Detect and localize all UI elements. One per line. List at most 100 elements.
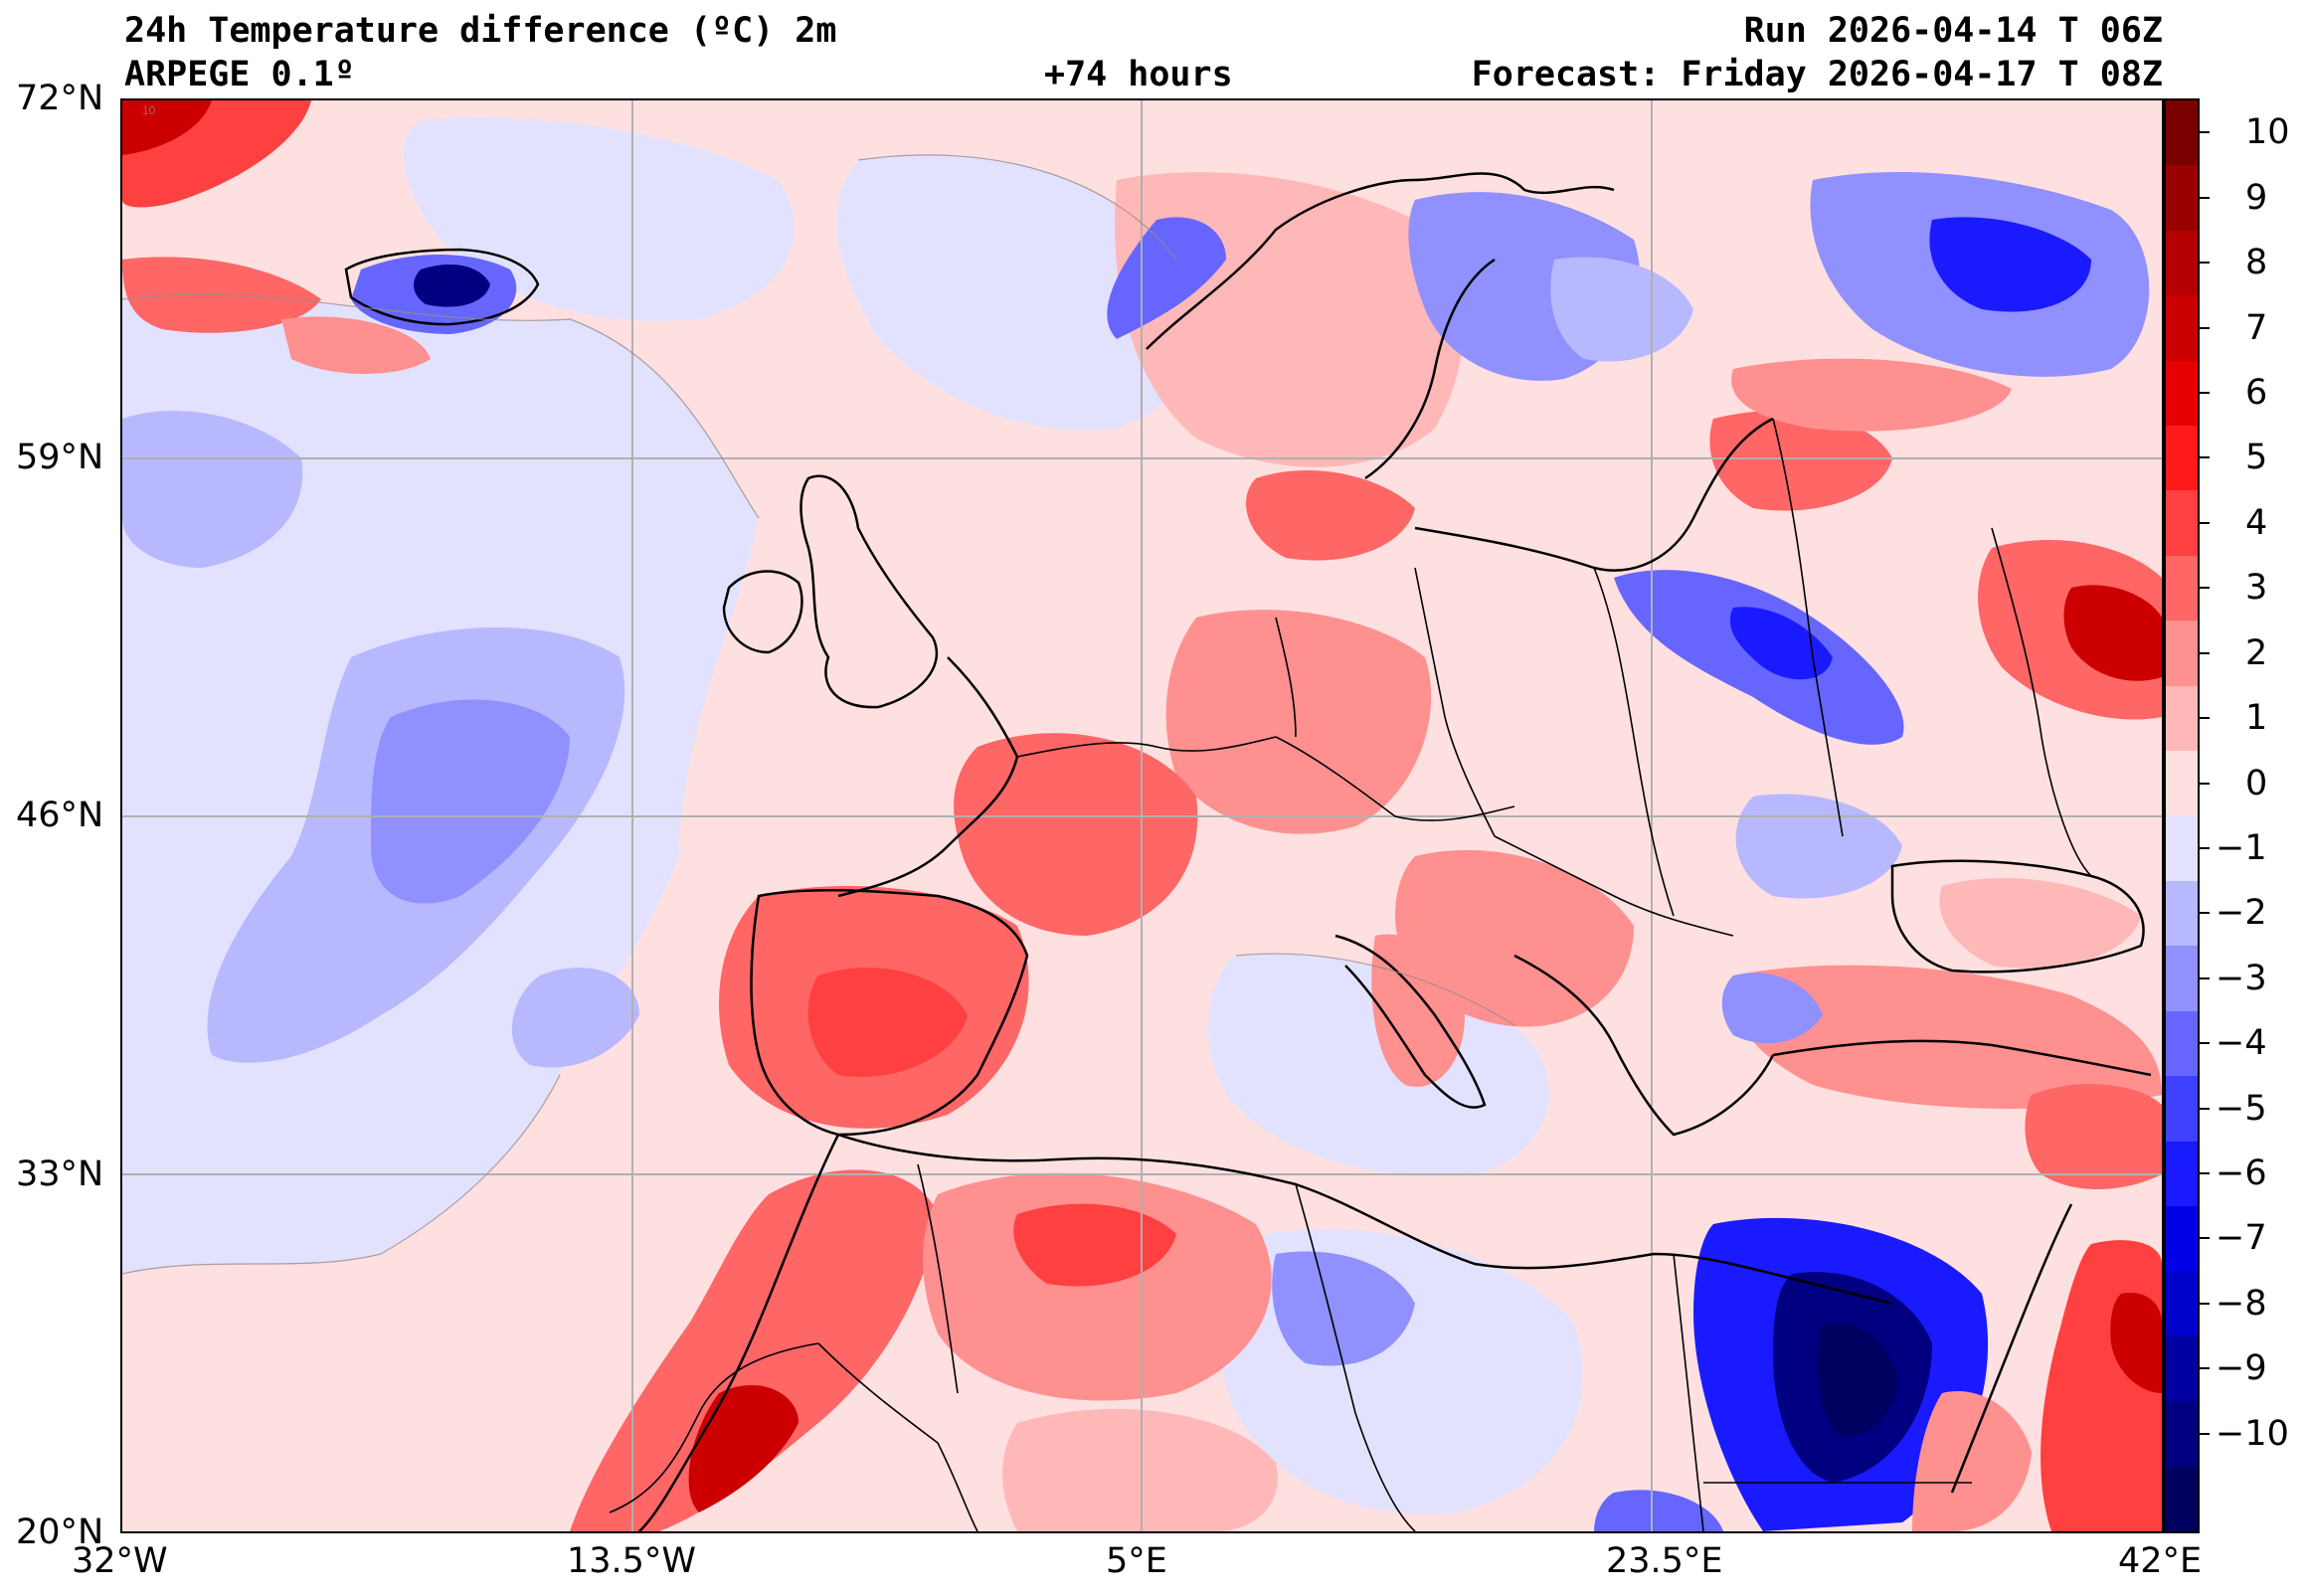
colorbar-label: −3: [2216, 958, 2267, 998]
colorbar-tick: [2200, 196, 2210, 199]
sahara-warm: [1002, 1408, 1278, 1531]
run-label: Run 2026-04-14 T 06Z: [1743, 11, 2163, 51]
colorbar-label: 1: [2245, 698, 2268, 739]
turkey-warm: [1731, 965, 2162, 1109]
colorbar-label: −10: [2216, 1413, 2289, 1454]
morocco-warm: [570, 1169, 938, 1531]
lat-label-59n: 59°N: [16, 438, 104, 477]
atlantic-cool-patch-4: [511, 968, 639, 1068]
lat-label-46n: 46°N: [16, 796, 104, 835]
levant-warm: [2025, 1084, 2162, 1189]
balkans-warm: [1395, 849, 1634, 1027]
faroe-warm-band: [281, 316, 431, 374]
temperature-difference-map: 10: [120, 98, 2164, 1533]
greenland-warm-core: [122, 100, 212, 155]
colorbar-label: 7: [2245, 307, 2268, 348]
colorbar-label: −9: [2216, 1348, 2267, 1389]
border-8: [1991, 527, 2092, 877]
colorbar-segment: [2166, 815, 2198, 882]
colorbar-segment: [2166, 555, 2198, 622]
colorbar-segment: [2166, 621, 2198, 687]
border-6: [1772, 418, 1844, 837]
border-3: [1275, 617, 1297, 738]
colorbar-label: −1: [2216, 827, 2267, 868]
colorbar-label: −2: [2216, 893, 2267, 934]
central-europe-cool-core: [1729, 607, 1833, 680]
morocco-coast: [638, 1134, 840, 1531]
colorbar-segment: [2166, 165, 2198, 232]
model-label: ARPEGE 0.1º: [124, 55, 355, 94]
lon-label-42e: 42°E: [2118, 1541, 2203, 1581]
colorbar-tick: [2200, 456, 2210, 459]
colorbar-tick: [2200, 1302, 2210, 1305]
norway-coast: [1146, 172, 1615, 350]
red-sea-coast: [1950, 1203, 2073, 1494]
colorbar-tick: [2200, 521, 2210, 524]
south-sweden-warm: [1246, 469, 1415, 561]
russia-north-cool-core: [1929, 217, 2091, 312]
colorbar-segment: [2166, 1141, 2198, 1207]
colorbar-tick: [2200, 846, 2210, 849]
france-warm: [954, 733, 1198, 936]
colorbar-tick: [2200, 326, 2210, 329]
colorbar-tick: [2200, 131, 2210, 134]
colorbar-label: 0: [2245, 763, 2268, 803]
atlantic-cool-patch-2: [371, 699, 570, 904]
colorbar-segment: [2166, 1010, 2198, 1078]
lon-label-32w: 32°W: [72, 1541, 168, 1581]
lat-label-33n: 33°N: [16, 1154, 104, 1194]
europe-west-coast: [837, 656, 1019, 898]
north-africa-coast: [837, 1133, 1893, 1306]
baltic-warm: [1709, 411, 1892, 511]
contour-1: [122, 293, 760, 519]
colorbar-segment: [2166, 1271, 2198, 1337]
colorbar-label: −8: [2216, 1283, 2267, 1324]
colorbar-segment: [2166, 360, 2198, 428]
colorbar-tick: [2200, 912, 2210, 915]
colorbar-segment: [2166, 751, 2198, 817]
colorbar-tick: [2200, 587, 2210, 590]
ukraine-cool: [1735, 794, 1902, 899]
italy-warm: [1371, 934, 1465, 1087]
iceland-cold-core: [414, 265, 490, 307]
colorbar-label: 2: [2245, 632, 2268, 673]
iceland-coast: [344, 248, 540, 326]
colorbar-label: 5: [2245, 438, 2268, 478]
colorbar-tick: [2200, 262, 2210, 265]
contour-3: [122, 1074, 561, 1275]
contour-2: [857, 154, 1177, 261]
algeria-warm: [923, 1172, 1272, 1401]
black-sea-coast: [1890, 859, 2145, 974]
morocco-warm-core: [688, 1384, 799, 1512]
colorbar-label: 4: [2245, 502, 2268, 543]
egypt-cold-deep: [1818, 1323, 1897, 1436]
lon-label-5e: 5°E: [1106, 1541, 1167, 1581]
colorbar-segment: [2166, 490, 2198, 557]
sweden-coast: [1364, 258, 1496, 480]
border-14: [817, 1342, 978, 1531]
east-europe-warm-core: [2063, 585, 2162, 681]
finland-cool: [1550, 257, 1693, 362]
map-canvas: 10: [122, 100, 2162, 1531]
aegean-cool: [1721, 973, 1823, 1044]
algeria-warm-core: [1013, 1203, 1176, 1287]
britain-coast: [799, 474, 939, 709]
border-2: [1275, 736, 1515, 821]
colorbar-label: −7: [2216, 1218, 2267, 1259]
black-sea-warm: [1939, 877, 2141, 969]
iberia-coast: [750, 888, 1029, 1137]
forecast-label: Forecast: Friday 2026-04-17 T 08Z: [1471, 55, 2163, 94]
colorbar-tick: [2200, 1107, 2210, 1110]
corner-contour-label: 10: [142, 103, 156, 117]
borders: [609, 418, 2092, 1531]
border-13: [609, 1342, 819, 1513]
lon-label-13-5w: 13.5°W: [567, 1541, 697, 1581]
baltic-coast: [1414, 417, 1774, 572]
border-7: [1494, 835, 1734, 937]
colorbar-label: 10: [2245, 112, 2290, 153]
turkey-coast: [1772, 1039, 2152, 1077]
colorbar-tick: [2200, 976, 2210, 979]
colorbar-label: −6: [2216, 1153, 2267, 1193]
russia-warm-band: [1731, 358, 2012, 432]
border-10: [1295, 1183, 1416, 1531]
